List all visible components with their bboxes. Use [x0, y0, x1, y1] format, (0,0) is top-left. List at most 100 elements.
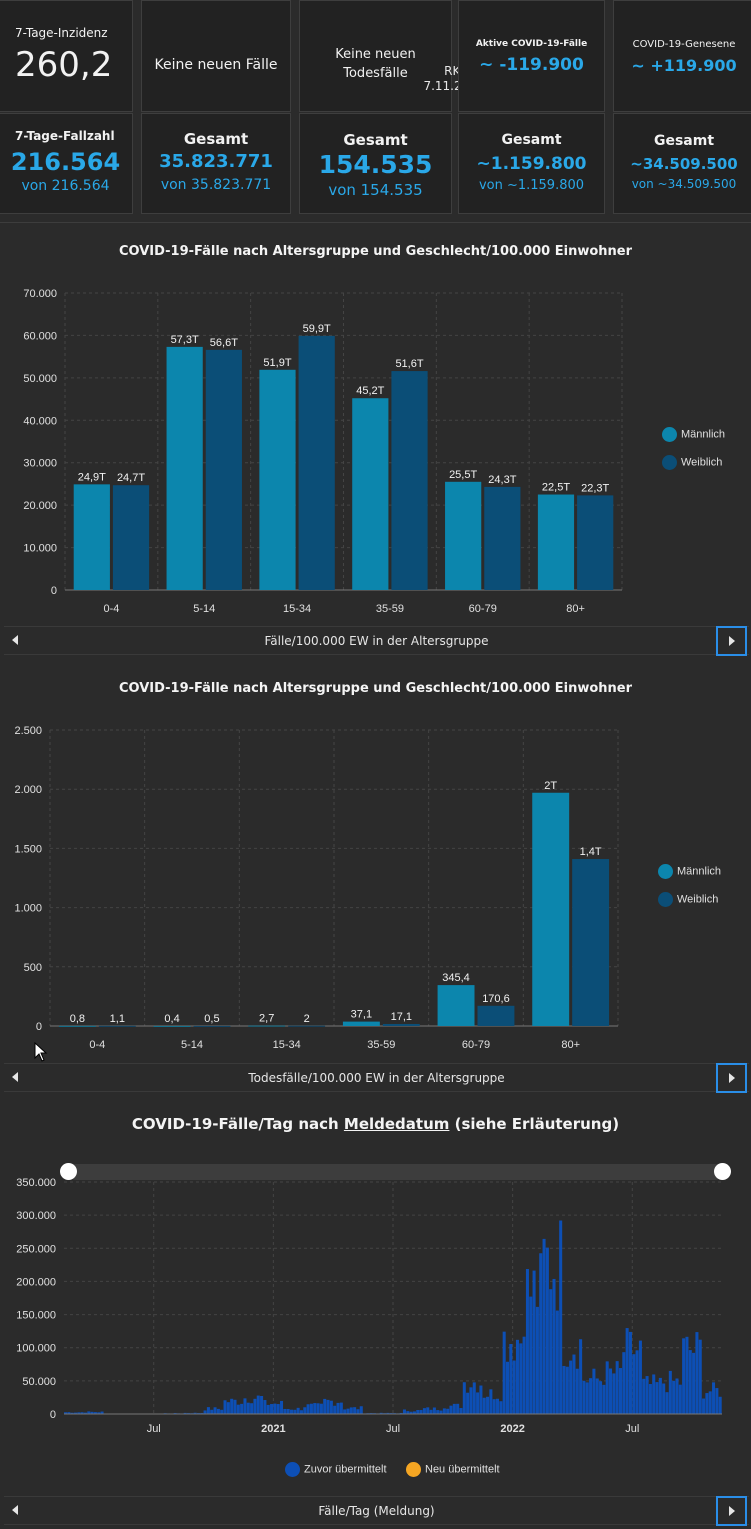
chart3-legend-reported[interactable]: Zuvor übermittelt — [285, 1462, 387, 1477]
chart1-prev-icon[interactable] — [12, 635, 18, 645]
range-start-handle[interactable] — [60, 1163, 77, 1180]
daily-bar — [562, 1365, 566, 1414]
daily-bar — [379, 1412, 383, 1414]
daily-bar — [260, 1395, 264, 1414]
incidence-card[interactable]: 7-Tage-Inzidenz 260,2 — [0, 0, 133, 112]
case-count-card[interactable]: 7-Tage-Fallzahl 216.564 von 216.564 — [0, 113, 133, 214]
daily-bar — [612, 1373, 616, 1414]
total-deaths-card[interactable]: Gesamt 154.535 von 154.535 — [299, 113, 452, 214]
daily-bar — [309, 1403, 313, 1414]
total-cases-card[interactable]: Gesamt 35.823.771 von 35.823.771 — [141, 113, 291, 214]
x-tick-label: Jul — [386, 1423, 400, 1435]
legend-female-dot — [658, 892, 673, 907]
daily-bar — [515, 1339, 519, 1414]
daily-bar — [605, 1361, 609, 1414]
daily-bar — [585, 1382, 589, 1414]
daily-bar — [406, 1411, 410, 1414]
bar-female — [391, 371, 428, 590]
y-tick-label: 0 — [36, 1021, 42, 1033]
total-recovered-card[interactable]: Gesamt ~34.509.500 von ~34.509.500 — [613, 113, 751, 214]
daily-bar — [592, 1368, 596, 1414]
daily-bar — [572, 1354, 576, 1414]
daily-bar — [615, 1361, 619, 1414]
daily-bar — [658, 1377, 662, 1414]
chart2-next-button[interactable] — [716, 1063, 747, 1093]
data-label: 170,6 — [482, 993, 510, 1005]
chart1-legend-female[interactable]: Weiblich — [662, 455, 722, 470]
legend-female-dot — [662, 455, 677, 470]
chart3-title: COVID-19-Fälle/Tag nach Meldedatum (sieh… — [0, 1115, 751, 1133]
daily-bar — [569, 1360, 573, 1414]
daily-bar — [522, 1336, 526, 1414]
daily-bar — [712, 1382, 716, 1414]
daily-bar — [555, 1310, 559, 1414]
x-tick-label: 5-14 — [193, 603, 215, 615]
daily-bar — [698, 1339, 702, 1414]
daily-bar — [273, 1403, 277, 1414]
chart2-plot[interactable]: 0 500 1.000 1.500 2.000 2.500 0,8 1,1 0-4 0,4 0,5 5… — [0, 700, 751, 1100]
total-active-card[interactable]: Gesamt ~1.159.800 von ~1.159.800 — [458, 113, 605, 214]
daily-bar — [535, 1306, 539, 1414]
daily-bar — [462, 1382, 466, 1414]
data-label: 24,7T — [117, 472, 145, 484]
data-label: 24,9T — [78, 471, 106, 483]
daily-bar — [642, 1378, 646, 1414]
daily-bar — [333, 1405, 337, 1414]
chart1-plot[interactable]: 0 10.000 20.000 30.000 40.000 50.000 60.000 70.… — [0, 263, 751, 663]
daily-bar — [479, 1385, 483, 1414]
chart3-next-button[interactable] — [716, 1496, 747, 1526]
daily-bar — [402, 1409, 406, 1414]
active-card[interactable]: Aktive COVID-19-Fälle ~ -119.900 — [458, 0, 605, 112]
daily-bar — [346, 1408, 350, 1414]
daily-bar — [582, 1380, 586, 1414]
chart2-legend-male[interactable]: Männlich — [658, 864, 721, 879]
new-deaths-card[interactable]: Keine neuen Todesfälle — [299, 0, 452, 112]
bar-male — [445, 481, 482, 590]
chart3-panel: COVID-19-Fälle/Tag nach Meldedatum (sieh… — [0, 1096, 751, 1529]
chart3-legend-new[interactable]: Neu übermittelt — [406, 1462, 500, 1477]
daily-bar — [203, 1410, 207, 1414]
data-label: 2,7 — [259, 1013, 274, 1025]
total-recovered-title: Gesamt — [653, 133, 715, 149]
mouse-cursor-icon — [34, 1042, 48, 1062]
chart3-range-slider[interactable] — [60, 1163, 731, 1180]
data-label: 22,3T — [581, 482, 609, 494]
daily-bar — [645, 1376, 649, 1414]
data-label: 1,1 — [110, 1013, 125, 1025]
chart2-prev-icon[interactable] — [12, 1072, 18, 1082]
y-tick-label: 1.500 — [14, 843, 42, 855]
chart3-prev-icon[interactable] — [12, 1505, 18, 1515]
chart2-panel: COVID-19-Fälle nach Altersgruppe und Ges… — [0, 660, 751, 1095]
daily-bar — [326, 1399, 330, 1414]
daily-bar — [77, 1412, 81, 1414]
range-end-handle[interactable] — [714, 1163, 731, 1180]
total-deaths-value: 154.535 — [318, 150, 433, 179]
bar-female — [193, 1025, 231, 1027]
daily-bar — [73, 1412, 77, 1414]
daily-bar — [559, 1220, 563, 1414]
daily-bar — [618, 1368, 623, 1414]
recovered-card[interactable]: COVID-19-Genesene ~ +119.900 — [613, 0, 751, 112]
y-tick-label: 150.000 — [16, 1310, 56, 1322]
daily-bar — [672, 1380, 676, 1414]
total-active-title: Gesamt — [501, 132, 562, 148]
chart2-legend-female[interactable]: Weiblich — [658, 892, 718, 907]
chart3-plot[interactable]: 0 50.000 100.000 150.000 200.000 250.000 300.0… — [0, 1174, 751, 1464]
daily-bar — [708, 1391, 712, 1414]
daily-bar — [240, 1403, 244, 1414]
total-recovered-value: ~34.509.500 — [630, 155, 738, 173]
chart3-title-link[interactable]: Meldedatum — [343, 1115, 450, 1133]
y-tick-label: 0 — [51, 585, 57, 597]
data-label: 51,6T — [395, 358, 423, 370]
daily-bar — [682, 1338, 686, 1414]
daily-bar — [306, 1404, 310, 1414]
chart3-title-post: (siehe Erläuterung) — [449, 1115, 620, 1133]
daily-bar — [246, 1402, 250, 1414]
data-label: 2T — [544, 780, 557, 792]
new-cases-card[interactable]: Keine neuen Fälle — [141, 0, 291, 112]
chart1-next-button[interactable] — [716, 626, 747, 656]
chart1-legend-male[interactable]: Männlich — [662, 427, 725, 442]
daily-bar — [206, 1407, 210, 1414]
daily-bar — [685, 1336, 689, 1414]
daily-bar — [336, 1402, 340, 1414]
